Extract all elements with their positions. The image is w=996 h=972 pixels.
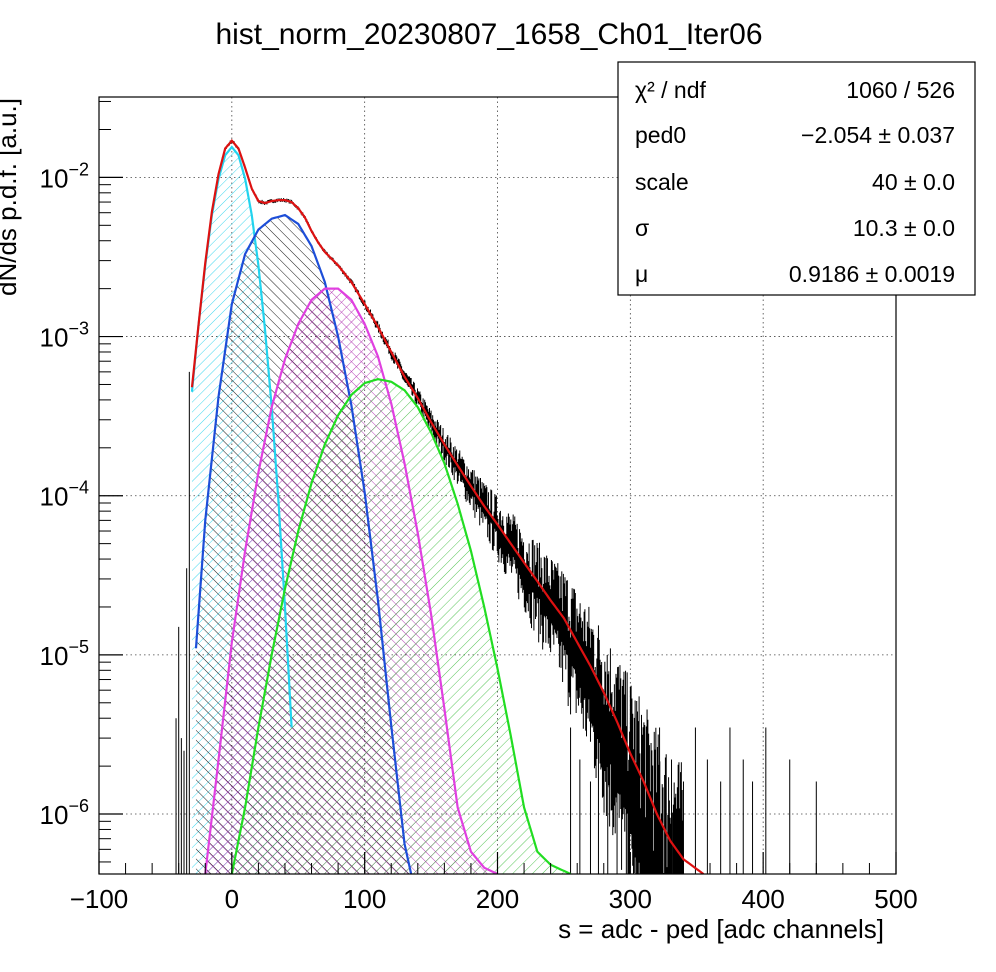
stats-label: σ (635, 215, 649, 241)
stats-label: χ² / ndf (635, 77, 706, 103)
stats-label: μ (635, 261, 648, 287)
y-axis: 10−6 10−5 10−4 10−3 10−2 (40, 100, 123, 863)
x-tick-label: 100 (343, 884, 386, 914)
fit-curve (190, 139, 705, 874)
x-tick-label: 200 (476, 884, 519, 914)
x-axis: −100 0 100 200 300 400 500 (70, 852, 918, 914)
x-tick-label: 300 (609, 884, 652, 914)
plot-area (175, 139, 817, 874)
stats-value: 0.9186 ± 0.0019 (789, 261, 955, 287)
stats-value: 10.3 ± 0.0 (853, 215, 955, 241)
component-curve-3 (204, 287, 498, 874)
y-axis-label: dN/ds p.d.f. [a.u.] (0, 98, 22, 296)
chart-title: hist_norm_20230807_1658_Ch01_Iter06 (215, 18, 762, 51)
x-axis-label: s = adc - ped [adc channels] (558, 914, 884, 944)
y-tick-label: 10−4 (40, 478, 89, 512)
component-fill-4 (231, 379, 571, 874)
stats-value: 1060 / 526 (846, 77, 955, 103)
stats-box: χ² / ndf 1060 / 526 ped0 −2.054 ± 0.037 scal… (617, 61, 976, 296)
y-tick-label: 10−3 (40, 319, 89, 353)
stats-label: ped0 (635, 122, 686, 148)
stats-box-frame (617, 61, 976, 296)
y-tick-label: 10−5 (40, 637, 89, 671)
component-curve-2 (194, 213, 413, 874)
x-tick-label: 400 (741, 884, 784, 914)
component-curve-4 (230, 378, 572, 874)
y-tick-label: 10−2 (40, 159, 89, 193)
x-tick-label: −100 (70, 884, 129, 914)
stats-value: 40 ± 0.0 (872, 169, 955, 195)
stats-value: −2.054 ± 0.037 (801, 122, 955, 148)
x-tick-label: 500 (874, 884, 917, 914)
stats-label: scale (635, 169, 689, 195)
y-tick-label: 10−6 (40, 796, 89, 830)
x-tick-label: 0 (225, 884, 239, 914)
